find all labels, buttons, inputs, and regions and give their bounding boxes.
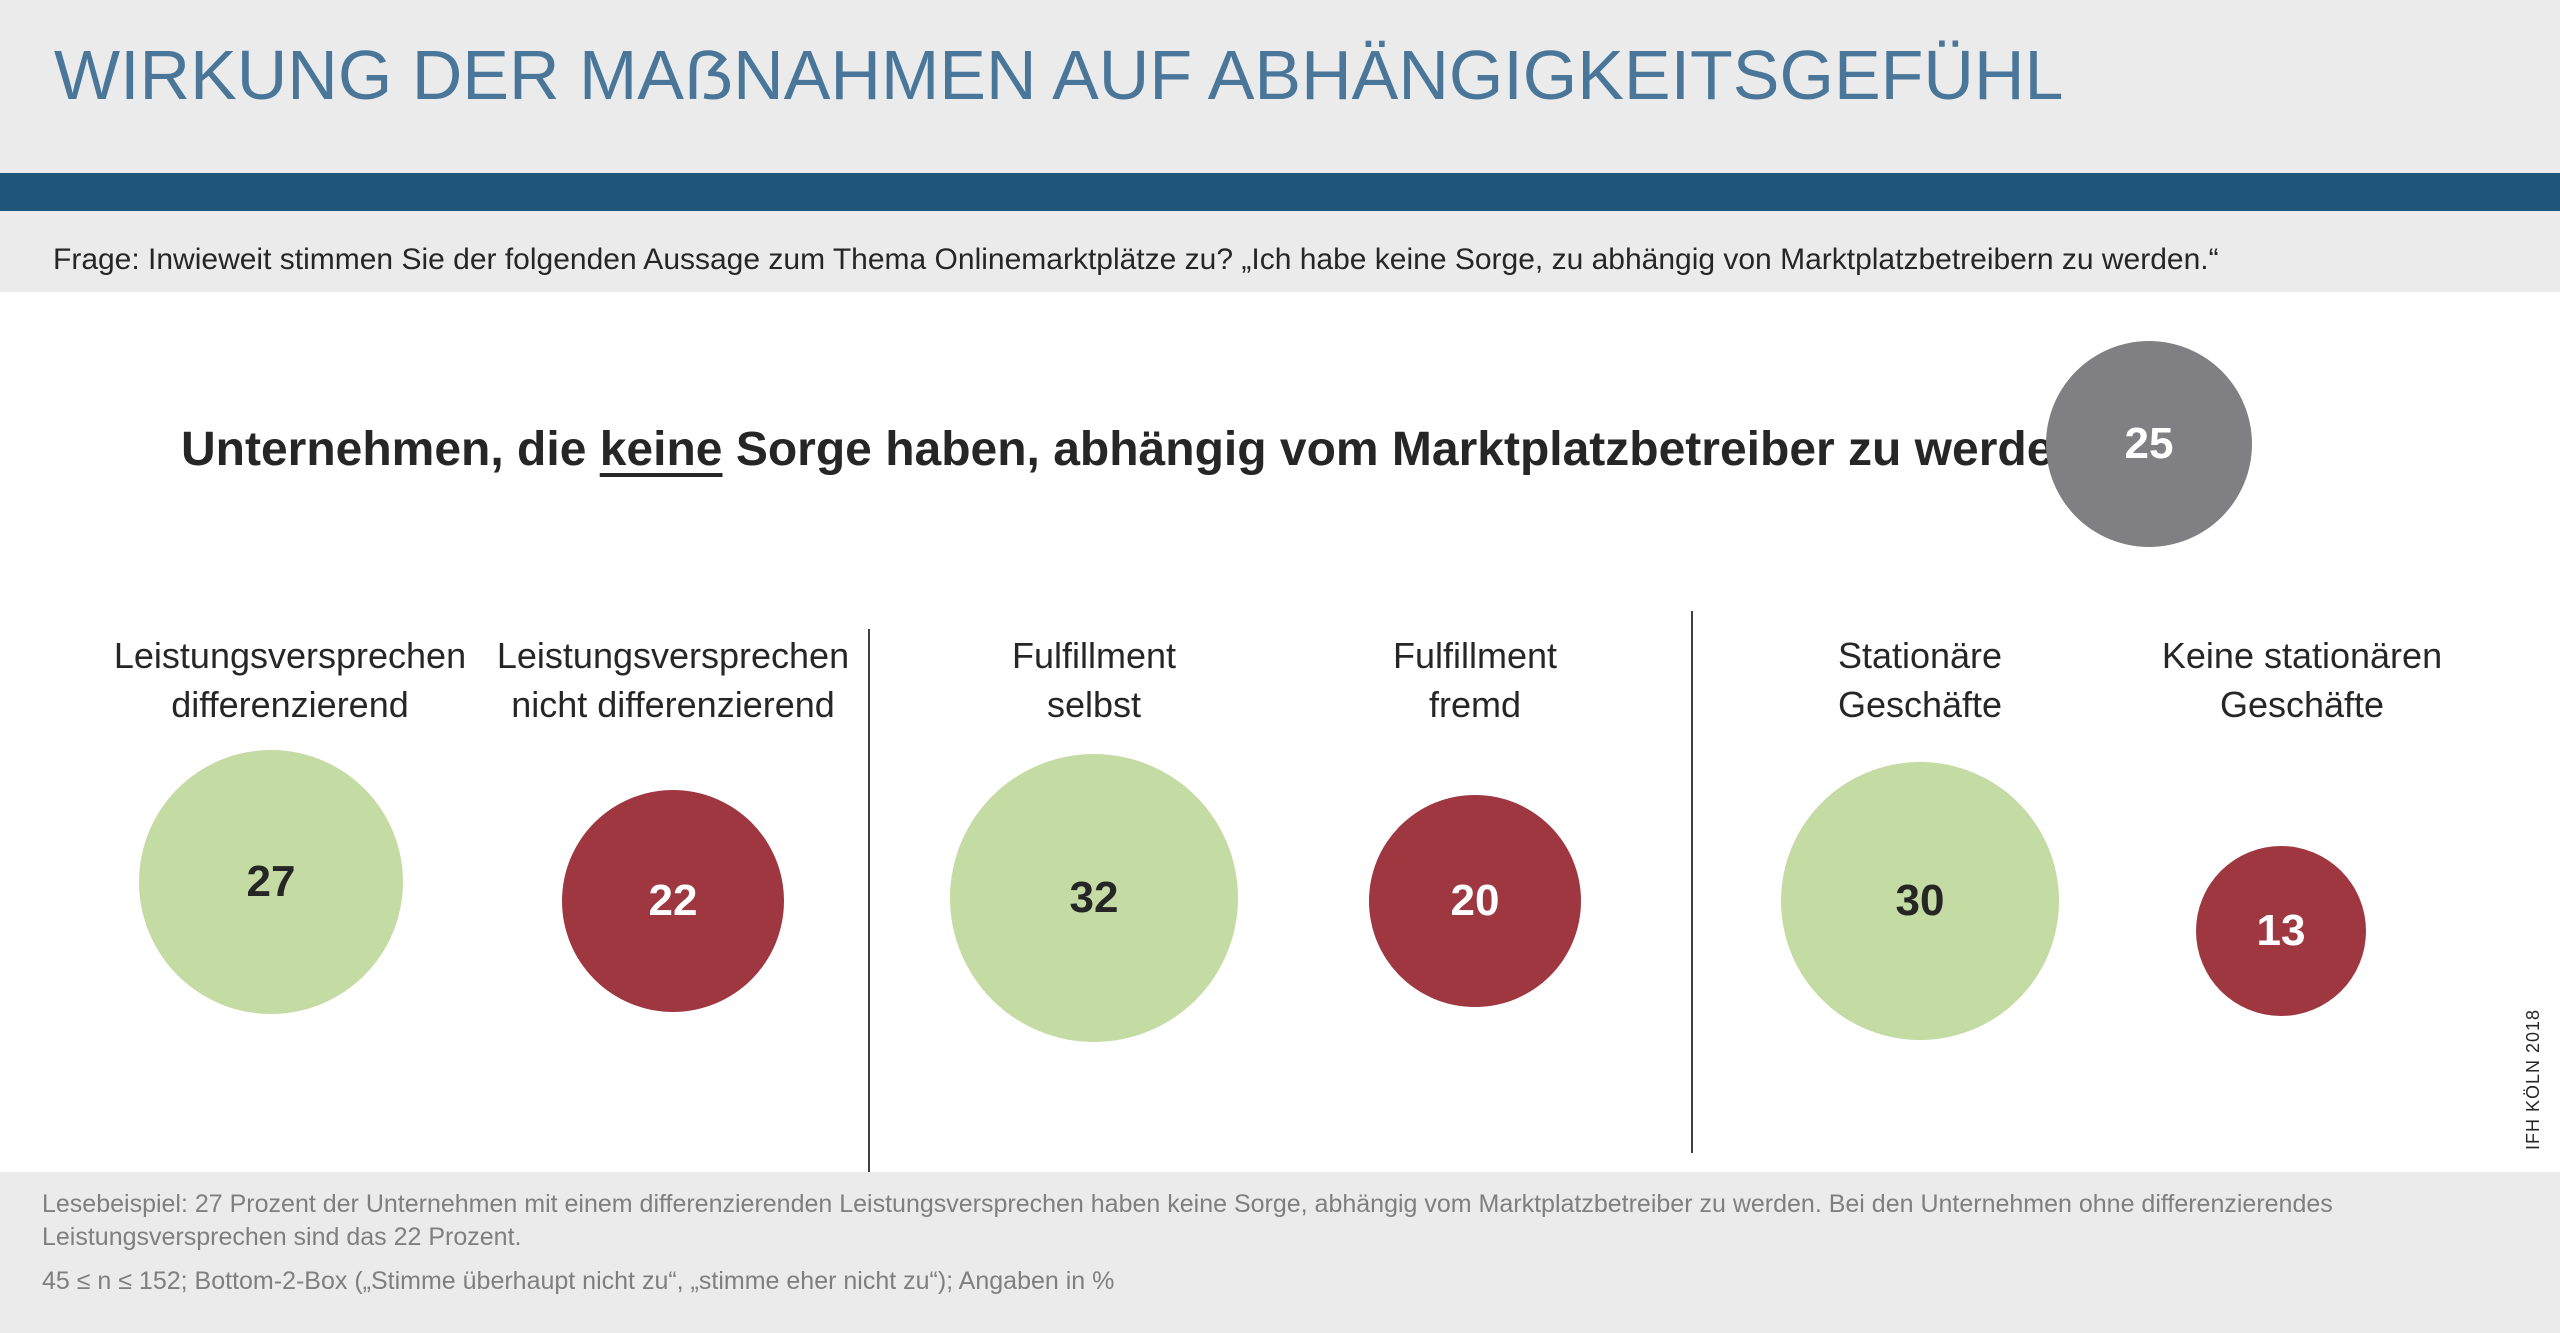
bubble-value-label: 27 <box>246 856 296 906</box>
total-bubble: 25 <box>2046 341 2252 547</box>
bubble-negative: 20 <box>1369 795 1581 1007</box>
reading-example-line-2: Leistungsversprechen sind das 22 Prozent… <box>42 1223 522 1251</box>
bubble-positive: 30 <box>1780 761 2060 1041</box>
bubble-value-label: 30 <box>1895 875 1945 925</box>
category-label: Keine stationären Geschäfte <box>2112 631 2492 729</box>
category-label: Fulfillment selbst <box>904 631 1284 729</box>
category-label-line: Geschäfte <box>2219 684 2385 725</box>
group-divider <box>868 629 870 1172</box>
survey-question: Frage: Inwieweit stimmen Sie der folgend… <box>53 243 2219 276</box>
category-label: Leistungsversprechen nicht differenziere… <box>483 631 863 729</box>
category-label-line: Geschäfte <box>1837 684 2003 725</box>
sample-base-note: 45 ≤ n ≤ 152; Bottom-2-Box („Stimme über… <box>42 1267 1115 1295</box>
bubble-value-label: 20 <box>1450 875 1500 925</box>
bubble-value-label: 32 <box>1069 873 1119 922</box>
bubble-positive: 27 <box>138 749 404 1015</box>
source-credit: IFH KÖLN 2018 <box>2523 1008 2543 1150</box>
category-label-line: differenzierend <box>171 684 409 725</box>
bubble-negative: 13 <box>2195 845 2367 1017</box>
header-band: WIRKUNG DER MAẞNAHMEN AUF ABHÄNGIGKEITSG… <box>0 0 2560 173</box>
category-label-line: Fulfillment <box>1011 635 1177 676</box>
bubble-negative: 22 <box>561 789 785 1013</box>
category-label-line: Fulfillment <box>1392 635 1558 676</box>
reading-example-line-1: Lesebeispiel: 27 Prozent der Unternehmen… <box>42 1190 2333 1218</box>
category-label: Stationäre Geschäfte <box>1730 631 2110 729</box>
headline-emphasis: keine <box>599 423 723 476</box>
page-title: WIRKUNG DER MAẞNAHMEN AUF ABHÄNGIGKEITSG… <box>54 36 2064 114</box>
headline: Unternehmen, die keine Sorge haben, abhä… <box>181 426 2099 474</box>
bubble-positive: 32 <box>950 754 1238 1042</box>
category-label-line: Keine stationären <box>2161 635 2443 676</box>
headline-prefix: Unternehmen, die <box>181 423 600 476</box>
footer-notes: Lesebeispiel: 27 Prozent der Unternehmen… <box>0 1172 2560 1333</box>
question-strip <box>0 211 2560 292</box>
headline-suffix: Sorge haben, abhängig vom Marktplatzbetr… <box>722 423 2099 476</box>
total-value-label: 25 <box>2124 419 2174 468</box>
category-label: Fulfillment fremd <box>1285 631 1665 729</box>
category-label-line: Leistungsversprechen <box>496 635 850 676</box>
group-divider <box>1691 611 1693 1153</box>
category-label-line: fremd <box>1428 684 1522 725</box>
bubble-value-label: 22 <box>648 875 698 925</box>
category-label-line: Stationäre <box>1837 635 2003 676</box>
header-accent-bar <box>0 173 2560 211</box>
category-label-line: selbst <box>1046 684 1142 725</box>
bubble-value-label: 13 <box>2256 905 2306 955</box>
category-label-line: Leistungsversprechen <box>113 635 467 676</box>
category-label-line: nicht differenzierend <box>511 684 835 725</box>
category-label: Leistungsversprechen differenzierend <box>100 631 480 729</box>
